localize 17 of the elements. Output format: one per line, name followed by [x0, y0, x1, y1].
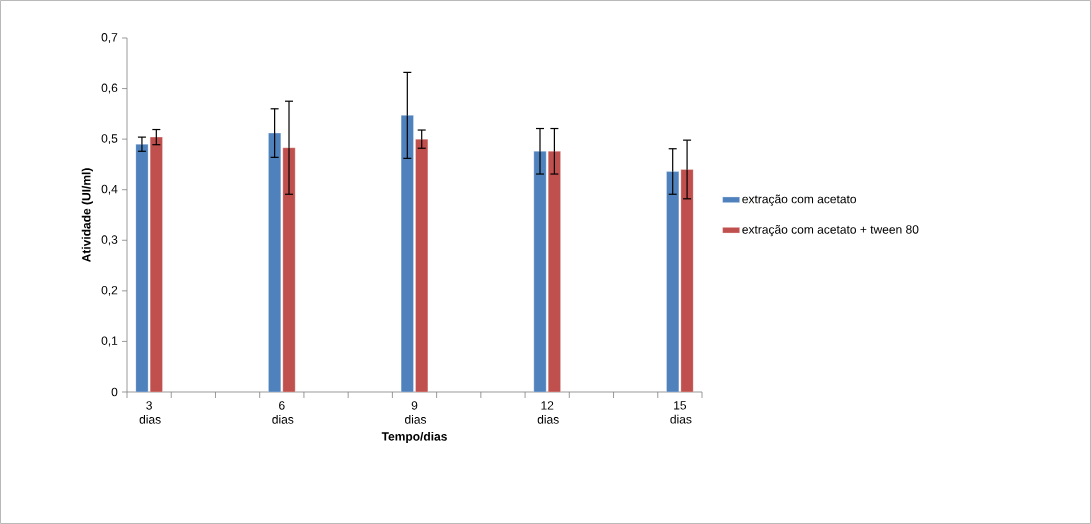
x-tick-label: 15 dias — [670, 401, 692, 424]
x-tick-label: 12 dias — [537, 401, 559, 424]
y-tick-label: 0,2 — [101, 285, 118, 296]
y-tick-label: 0,5 — [101, 134, 118, 145]
legend-label: extração com acetato — [742, 194, 857, 206]
y-tick-label: 0 — [111, 387, 118, 397]
y-tick-label: 0,4 — [101, 184, 118, 195]
y-axis-title: Atividade (UI/ml) — [81, 168, 93, 263]
y-tick-label: 0,3 — [101, 235, 118, 246]
x-tick-label: 9 dias — [405, 401, 427, 424]
y-tick-label: 0,1 — [101, 336, 118, 347]
legend-label: extração com acetato + tween 80 — [742, 224, 919, 237]
x-tick-label: 6 dias — [272, 401, 294, 424]
x-axis-title: Tempo/dias — [381, 431, 447, 444]
y-tick-label: 0,6 — [101, 83, 118, 94]
y-tick-label: 0,7 — [101, 33, 118, 43]
x-tick-label: 3 dias — [139, 401, 161, 424]
